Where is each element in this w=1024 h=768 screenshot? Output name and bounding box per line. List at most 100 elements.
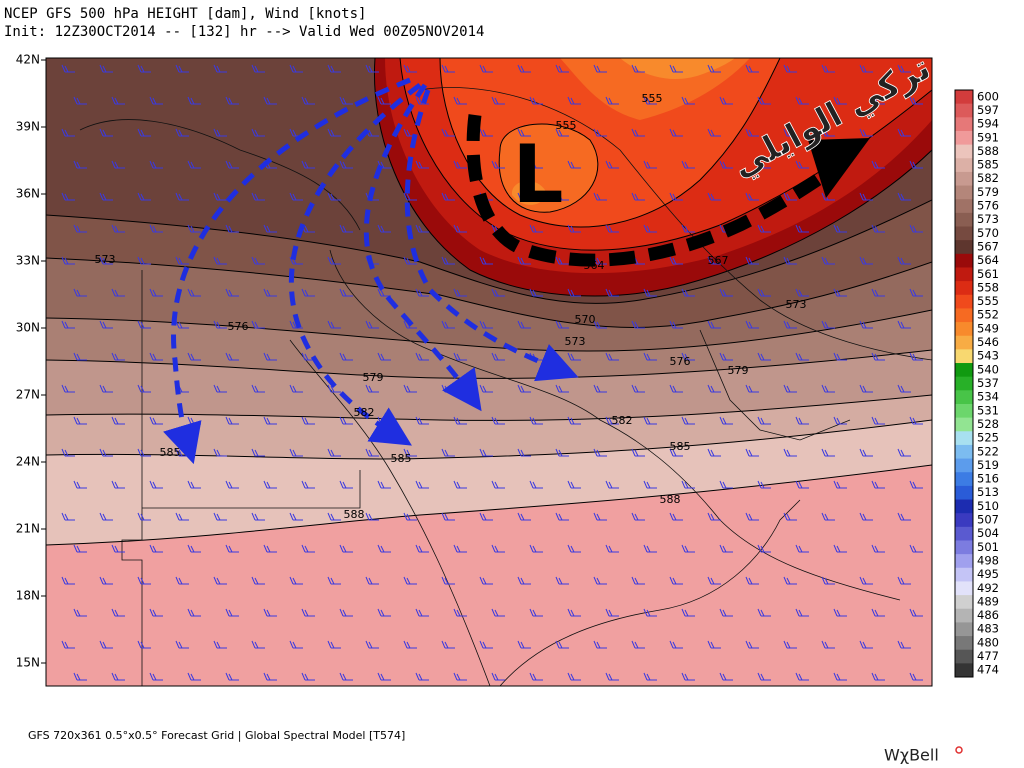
wind-barb [795,672,809,681]
wind-barb [783,128,797,137]
wind-barb [681,160,695,169]
wind-barb [555,320,569,329]
colorbar-label: 477 [977,649,999,663]
colorbar-label: 510 [977,499,999,513]
wind-barb [339,160,353,169]
wind-barb [111,224,125,233]
wind-barb [529,96,543,105]
wind-barb [377,608,391,617]
wind-barb [175,512,189,521]
wind-barb [491,672,505,681]
wind-barb [365,448,379,457]
colorbar-swatch [955,240,973,255]
wind-barb [225,672,239,681]
wind-barb [795,224,809,233]
colorbar-label: 480 [977,635,999,649]
colorbar-swatch [955,294,973,309]
wind-barb [453,608,467,617]
colorbar-swatch [955,663,973,678]
wind-barb [225,288,239,297]
wind-barb [605,96,619,105]
wind-barb [377,672,391,681]
colorbar-label: 588 [977,144,999,158]
wind-barb [137,576,151,585]
wind-barb [213,576,227,585]
wind-barb [643,480,657,489]
colorbar-label: 591 [977,130,999,144]
wind-barb [719,672,733,681]
wind-barb [669,640,683,649]
wind-barb [441,320,455,329]
colorbar-swatch [955,444,973,460]
wind-barb [795,608,809,617]
wind-barb [681,352,695,361]
wind-barb [833,672,847,681]
wind-barb [251,128,265,137]
contour-label: 555 [642,92,663,105]
wind-barb [289,384,303,393]
wind-barb [149,224,163,233]
wind-barb [61,384,75,393]
wind-barb [833,480,847,489]
wind-barb [111,288,125,297]
colorbar-label: 519 [977,458,999,472]
wind-barb [707,192,721,201]
wind-barb [631,128,645,137]
wind-barb [707,128,721,137]
wind-barb [441,512,455,521]
wind-barb [643,608,657,617]
wind-barb [415,288,429,297]
wind-barb [821,64,835,73]
wind-barb [73,608,87,617]
wind-barb [225,160,239,169]
subtitle: Init: 12Z30OCT2014 -- [132] hr --> Valid… [4,24,484,40]
wind-barb [137,256,151,265]
wind-barb [719,608,733,617]
wind-barb [795,480,809,489]
wind-barb [403,640,417,649]
wind-barb [289,64,303,73]
wind-barb [681,608,695,617]
latitude-label: 42N [16,53,40,67]
wind-barb [377,352,391,361]
wind-barb [137,448,151,457]
wind-barb [909,608,923,617]
contour-label: 585 [160,446,181,459]
wind-barb [111,672,125,681]
wind-barb [681,416,695,425]
wind-barb [707,448,721,457]
wind-barb [643,416,657,425]
wind-barb [301,544,315,553]
wind-barb [871,416,885,425]
wind-barb [643,672,657,681]
colorbar-label: 558 [977,280,999,294]
wind-barb [567,160,581,169]
wind-barb [137,320,151,329]
colorbar-label: 528 [977,417,999,431]
wind-barb [289,576,303,585]
wind-barb [643,160,657,169]
wind-barb [225,96,239,105]
wind-barb [327,384,341,393]
wind-barb [251,384,265,393]
wind-barb [491,608,505,617]
colorbar-label: 537 [977,376,999,390]
wind-barb [73,416,87,425]
wind-barb [263,352,277,361]
contour-label: 555 [556,119,577,132]
contour-label: 585 [670,440,691,453]
wind-barb [301,160,315,169]
wind-barb [301,608,315,617]
wind-barb [783,256,797,265]
wind-barb [795,416,809,425]
contour-label: 570 [575,313,596,326]
colorbar-label: 555 [977,294,999,308]
wind-barb [631,64,645,73]
wind-barb [871,96,885,105]
wind-barb [339,416,353,425]
wind-barb [681,480,695,489]
wind-barb [289,512,303,521]
wind-barb [631,192,645,201]
wind-barb [73,352,87,361]
